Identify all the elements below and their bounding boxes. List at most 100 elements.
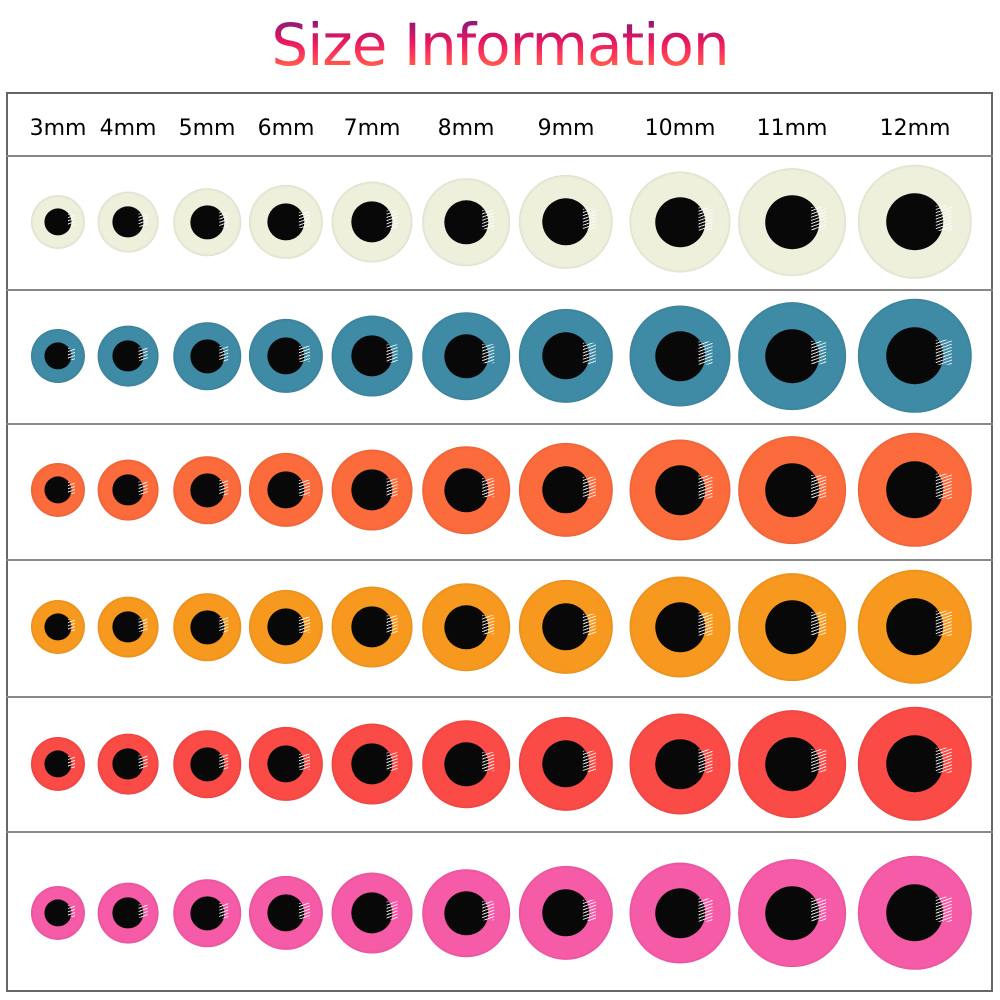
eye-orange-red-9mm <box>518 442 614 538</box>
eye-glow-white-7mm <box>331 181 413 263</box>
glint <box>138 904 148 918</box>
eye-pink-9mm <box>518 865 614 961</box>
page-title: Size Information <box>0 10 1000 80</box>
pupil <box>190 473 224 507</box>
eye-red-11mm <box>738 710 846 818</box>
glint <box>219 617 229 633</box>
glint <box>481 477 495 497</box>
glint <box>138 347 148 361</box>
eye-glow-white-5mm <box>173 188 241 256</box>
pupil <box>444 200 488 244</box>
eye-red-4mm <box>97 733 159 795</box>
size-label: 9mm <box>537 116 595 141</box>
pupil <box>444 891 488 935</box>
glint <box>386 615 398 634</box>
pupil <box>765 886 819 940</box>
pupil <box>765 195 819 249</box>
eye-blue-4mm <box>97 325 159 387</box>
pupil <box>444 468 488 512</box>
eye-pink-11mm <box>738 859 846 967</box>
pupil <box>351 469 393 511</box>
pupil <box>267 337 305 375</box>
pupil <box>765 600 819 654</box>
eye-blue-10mm <box>629 305 731 407</box>
pupil <box>444 742 488 786</box>
size-label: 11mm <box>756 116 828 141</box>
eye-blue-3mm <box>30 328 86 384</box>
size-label: 7mm <box>343 116 401 141</box>
pupil <box>351 335 393 377</box>
eye-orange-red-6mm <box>248 452 324 528</box>
eye-pink-10mm <box>629 862 731 964</box>
glint <box>481 751 495 771</box>
pupil <box>351 743 393 785</box>
eye-pink-4mm <box>97 882 159 944</box>
pupil <box>886 884 944 942</box>
glint <box>935 473 952 500</box>
glint <box>67 214 76 227</box>
glint <box>138 618 148 632</box>
glint <box>698 207 713 231</box>
eye-pink-5mm <box>173 879 241 947</box>
eye-glow-white-3mm <box>30 194 86 250</box>
glint <box>138 481 148 495</box>
pupil <box>765 329 819 383</box>
glint <box>582 899 597 921</box>
pupil <box>542 466 590 514</box>
glint <box>299 616 310 633</box>
glint <box>386 901 398 920</box>
glint <box>935 747 952 774</box>
pupil <box>267 471 305 509</box>
glint <box>698 612 713 636</box>
pupil <box>654 330 706 382</box>
eye-pink-8mm <box>422 869 510 957</box>
pupil <box>267 203 305 241</box>
size-label: 12mm <box>879 116 951 141</box>
pupil <box>44 613 72 641</box>
size-label: 3mm <box>29 116 87 141</box>
eye-red-10mm <box>629 713 731 815</box>
eye-glow-white-11mm <box>738 168 846 276</box>
glint <box>811 897 827 922</box>
eye-orange-10mm <box>629 576 731 678</box>
eye-red-6mm <box>248 726 324 802</box>
eye-red-8mm <box>422 720 510 808</box>
eye-orange-red-11mm <box>738 436 846 544</box>
pupil <box>112 340 144 372</box>
eye-orange-5mm <box>173 593 241 661</box>
pupil <box>654 196 706 248</box>
pupil <box>542 740 590 788</box>
glint <box>582 476 597 498</box>
glint <box>67 905 76 918</box>
eye-glow-white-10mm <box>629 171 731 273</box>
glint <box>386 344 398 363</box>
eye-glow-white-12mm <box>857 164 973 280</box>
eye-pink-3mm <box>30 885 86 941</box>
glint <box>811 474 827 499</box>
pupil <box>351 606 393 648</box>
eye-blue-6mm <box>248 318 324 394</box>
eye-red-3mm <box>30 736 86 792</box>
eye-orange-red-8mm <box>422 446 510 534</box>
pupil <box>112 897 144 929</box>
size-label: 5mm <box>178 116 236 141</box>
row-divider <box>6 696 993 698</box>
pupil <box>542 198 590 246</box>
eye-orange-red-10mm <box>629 439 731 541</box>
pupil <box>654 738 706 790</box>
pupil <box>267 745 305 783</box>
glint <box>935 610 952 637</box>
row-divider <box>6 155 993 157</box>
pupil <box>654 887 706 939</box>
glint <box>219 346 229 362</box>
pupil <box>886 193 944 251</box>
pupil <box>444 334 488 378</box>
pupil <box>190 896 224 930</box>
glint <box>582 750 597 772</box>
glint <box>935 205 952 232</box>
glint <box>698 475 713 499</box>
row-divider <box>6 831 993 833</box>
eye-glow-white-4mm <box>97 191 159 253</box>
glint <box>219 754 229 770</box>
eye-blue-12mm <box>857 298 973 414</box>
